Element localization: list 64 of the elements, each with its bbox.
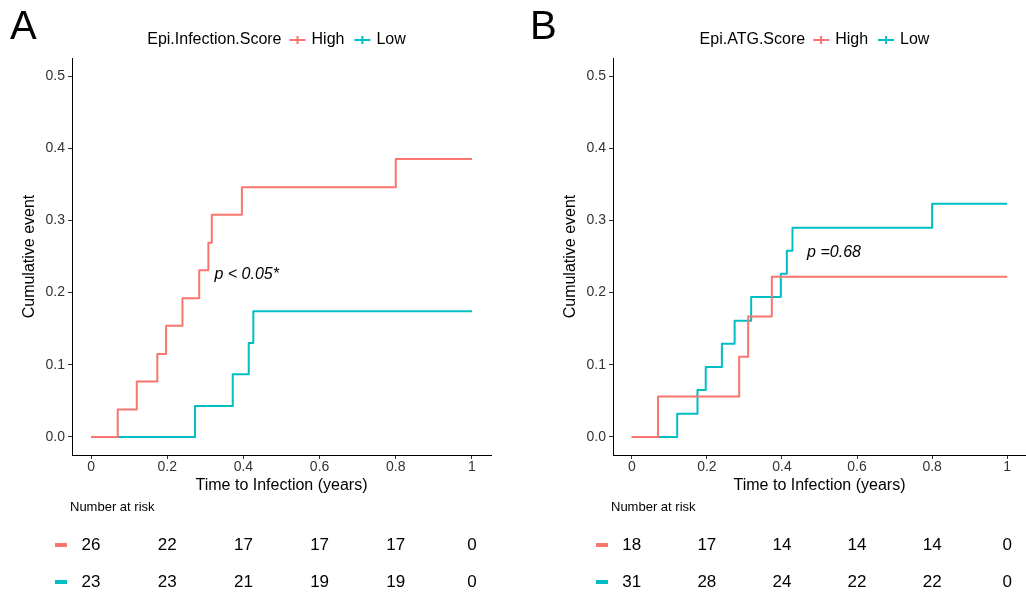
legend-label: Low	[376, 30, 407, 48]
text: 0	[1002, 571, 1012, 591]
x-tick-label: 1	[468, 458, 477, 475]
y-tick-label: 0.3	[586, 211, 607, 228]
text: 23	[157, 571, 177, 591]
y-tick-label: 0.0	[45, 427, 66, 444]
text: 31	[622, 571, 642, 591]
x-tick-label: 0.4	[233, 458, 254, 475]
text: 14	[772, 534, 792, 554]
text: 0	[467, 534, 477, 554]
y-tick-label: 0.5	[586, 66, 607, 83]
x-tick-label: 0.6	[847, 458, 867, 475]
text: 0	[467, 571, 477, 591]
x-tick-label: 1	[1003, 458, 1012, 475]
text: 23	[81, 571, 101, 591]
y-axis-title: Cumulative event	[20, 194, 38, 319]
x-tick-label: 0.2	[157, 458, 178, 475]
y-tick-label: 0.5	[45, 66, 66, 83]
y-tick-label: 0.4	[586, 139, 607, 156]
text: 17	[233, 534, 253, 554]
text: 19	[386, 571, 406, 591]
y-tick-label: 0.1	[45, 355, 66, 372]
legend-label: High	[311, 30, 345, 48]
text: 0	[1002, 534, 1012, 554]
text: 22	[847, 571, 867, 591]
x-axis-title: Time to Infection (years)	[195, 475, 368, 493]
text: 14	[847, 534, 867, 554]
legend-title: Epi.ATG.Score	[699, 30, 806, 48]
legend-title: Epi.Infection.Score	[147, 30, 282, 48]
text: 18	[622, 534, 642, 554]
text: 17	[386, 534, 406, 554]
legend-label: Low	[900, 30, 930, 48]
text: 17	[310, 534, 330, 554]
x-tick-label: 0.8	[922, 458, 943, 475]
x-tick-label: 0.4	[772, 458, 792, 475]
text: 26	[81, 534, 101, 554]
y-tick-label: 0.4	[45, 139, 66, 156]
y-axis-title: Cumulative event	[561, 194, 579, 319]
x-tick-label: 0	[627, 458, 636, 475]
text: 22	[157, 534, 177, 554]
chart-title: A	[10, 3, 37, 48]
x-tick-label: 0	[87, 458, 96, 475]
x-tick-label: 0.6	[309, 458, 330, 475]
x-tick-label: 0.8	[386, 458, 406, 475]
text: 19	[310, 571, 330, 591]
legend-label: High	[835, 30, 869, 48]
annotation: p =0.68	[806, 242, 862, 260]
x-axis-title: Time to Infection (years)	[733, 475, 906, 493]
text: 28	[697, 571, 717, 591]
y-tick-label: 0.2	[586, 283, 607, 300]
y-tick-label: 0.2	[45, 283, 66, 300]
y-tick-label: 0.3	[45, 211, 66, 228]
text: Number at risk	[611, 498, 697, 514]
text: 24	[772, 571, 792, 591]
y-tick-label: 0.1	[586, 355, 607, 372]
y-tick-label: 0.0	[586, 427, 607, 444]
text: 17	[697, 534, 717, 554]
chart-title: B	[530, 3, 557, 48]
text: 21	[233, 571, 253, 591]
text: 14	[922, 534, 942, 554]
text: 22	[922, 571, 942, 591]
x-tick-label: 0.2	[697, 458, 717, 475]
text: Number at risk	[70, 498, 156, 514]
annotation: p < 0.05*	[213, 264, 280, 282]
